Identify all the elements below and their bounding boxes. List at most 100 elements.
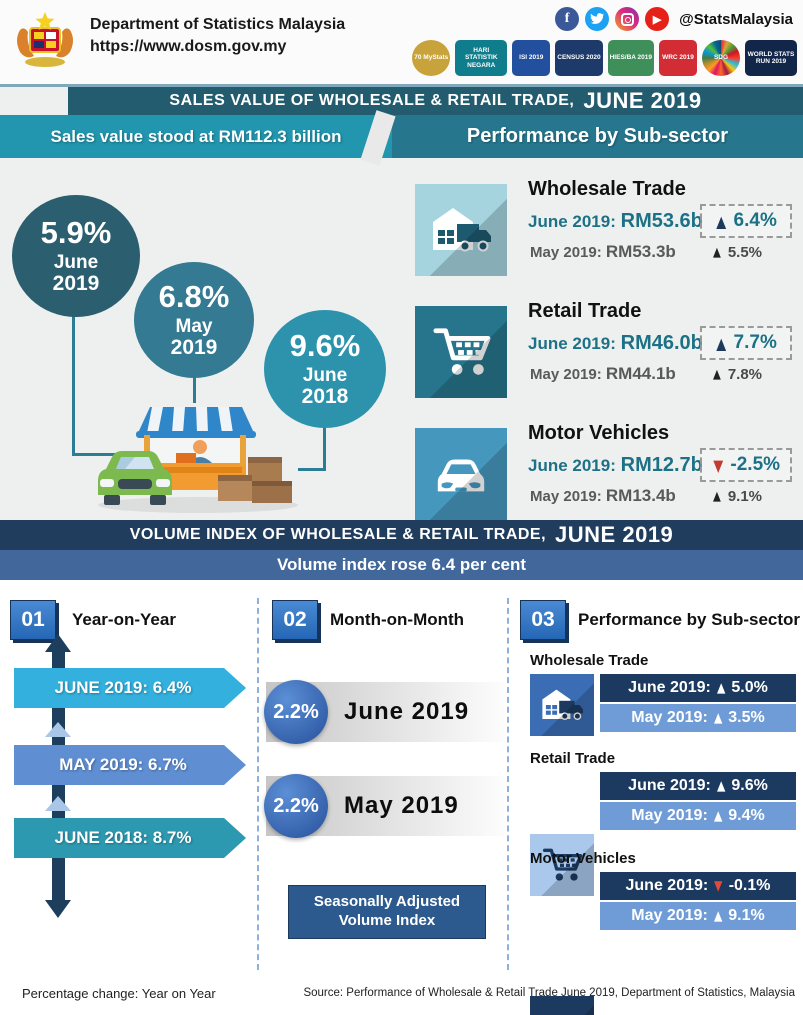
may-label: May 2019: — [631, 709, 708, 726]
subsector-row-motor: Motor Vehicles June 2019: RM12.7b May 20… — [0, 422, 803, 540]
subsector-may-value: May 2019: RM13.4b — [530, 486, 676, 506]
step-badge-01: 01 — [10, 600, 56, 640]
june-label: June 2019: — [528, 456, 616, 475]
twitter-icon[interactable] — [585, 7, 610, 31]
event-logo-badge: 70 MyStats — [412, 40, 451, 76]
may-change: 7.8% — [712, 366, 762, 383]
vol-may-bar: May 2019: 9.4% — [600, 802, 796, 830]
may-amount: RM44.1b — [605, 364, 676, 383]
may-change-value: 7.8% — [727, 366, 763, 383]
june-label: June 2019: — [528, 212, 616, 231]
yoy-bubble-june-2018: 9.6% June 2018 — [264, 310, 386, 428]
yoy-ribbon-may-2019: MAY 2019: 6.7% — [14, 745, 246, 785]
note-line: Seasonally Adjusted — [313, 893, 461, 911]
may-change-value: 9.1% — [727, 488, 763, 505]
may-change-value: 5.5% — [727, 244, 763, 261]
performance-banner-text: Performance by Sub-sector — [466, 125, 729, 147]
up-arrow-icon — [716, 334, 726, 353]
malaysia-coat-of-arms-logo — [12, 10, 78, 70]
event-logo-badge: ISI 2019 — [512, 40, 551, 76]
vol-subsector-name: Motor Vehicles — [530, 850, 636, 867]
vol-may-bar: May 2019: 3.5% — [600, 704, 796, 732]
bubble-value: 5.9% — [40, 214, 112, 250]
vol-subsector-name: Retail Trade — [530, 750, 616, 767]
bubble-connector-line — [298, 427, 326, 471]
youtube-icon[interactable]: ▶ — [645, 7, 670, 31]
social-media-row: f ▶ @StatsMalaysia — [555, 7, 793, 31]
yoy-ribbon-june-2019: JUNE 2019: 6.4% — [14, 668, 246, 708]
volume-title-text: VOLUME INDEX OF WHOLESALE & RETAIL TRADE… — [129, 526, 547, 543]
volume-section-title: VOLUME INDEX OF WHOLESALE & RETAIL TRADE… — [0, 520, 803, 550]
up-arrow-icon — [716, 212, 726, 231]
june-change-value: 6.4% — [733, 210, 777, 231]
shopping-cart-icon — [530, 834, 594, 896]
sales-title-text: SALES VALUE OF WHOLESALE & RETAIL TRADE, — [169, 92, 575, 109]
bubble-year: 2019 — [52, 272, 100, 296]
subsector-column-title: Performance by Sub-sector — [578, 610, 801, 629]
may-change: 9.1% — [712, 488, 762, 505]
org-name: Department of Statistics Malaysia — [90, 16, 346, 33]
bubble-month: June — [302, 365, 348, 387]
event-logo-badge: SDG — [702, 40, 740, 76]
source-note: Source: Performance of Wholesale & Retai… — [303, 987, 795, 999]
mom-value-circle: 2.2% — [264, 774, 328, 838]
sales-value-banner: Sales value stood at RM112.3 billion — [0, 115, 392, 158]
june-amount: RM12.7b — [620, 454, 703, 476]
june-amount: RM53.6b — [620, 210, 703, 232]
may-change-value: 9.4% — [728, 807, 765, 824]
up-arrow-icon — [714, 908, 722, 924]
june-change-value: 5.0% — [731, 679, 768, 696]
yoy-bubble-may-2019: 6.8% May 2019 — [134, 262, 254, 378]
june-change-value: -0.1% — [728, 877, 771, 894]
sales-title-period: JUNE 2019 — [583, 88, 702, 113]
down-arrow-icon — [714, 878, 722, 894]
seasonally-adjusted-note: Seasonally Adjusted Volume Index — [288, 885, 486, 939]
event-logo-badge: WORLD STATS RUN 2019 — [745, 40, 797, 76]
mom-row-may: 2.2% May 2019 — [264, 774, 506, 838]
timeline-arrow-down — [45, 900, 71, 918]
vol-subsector-name: Wholesale Trade — [530, 652, 649, 669]
mom-column-title: Month-on-Month — [330, 610, 465, 629]
mom-period-label: June 2019 — [344, 698, 470, 725]
shopping-cart-icon — [415, 306, 507, 398]
facebook-icon[interactable]: f — [555, 7, 580, 31]
subsector-june-value: June 2019: RM12.7b — [528, 454, 703, 477]
social-handle[interactable]: @StatsMalaysia — [679, 10, 793, 28]
june-label: June 2019: — [628, 777, 711, 794]
june-change-value: 9.6% — [731, 777, 768, 794]
may-label: May 2019: — [631, 807, 708, 824]
june-change-value: 7.7% — [733, 332, 777, 353]
june-change-badge: -2.5% — [700, 448, 792, 482]
subsector-name: Motor Vehicles — [528, 422, 670, 444]
subsector-row-retail: Retail Trade June 2019: RM46.0b May 2019… — [0, 300, 803, 418]
subsector-name: Retail Trade — [528, 300, 642, 322]
event-logo-badge: HIES/BA 2019 — [607, 40, 654, 76]
header-divider — [0, 84, 803, 87]
bubble-value: 9.6% — [289, 327, 361, 363]
bubble-value: 6.8% — [158, 278, 230, 314]
up-arrow-icon — [717, 680, 725, 696]
timeline-arrow-up — [45, 634, 71, 652]
yoy-ribbon-june-2018: JUNE 2018: 8.7% — [14, 818, 246, 858]
sales-section-title: SALES VALUE OF WHOLESALE & RETAIL TRADE,… — [68, 87, 803, 115]
subsector-may-value: May 2019: RM44.1b — [530, 364, 676, 384]
may-amount: RM13.4b — [605, 486, 676, 505]
event-logo-badge: WRC 2019 — [659, 40, 697, 76]
performance-banner: Performance by Sub-sector — [392, 115, 803, 158]
june-change-badge: 7.7% — [700, 326, 792, 360]
up-arrow-icon — [714, 808, 722, 824]
instagram-icon[interactable] — [615, 7, 640, 31]
mom-row-june: 2.2% June 2019 — [264, 680, 506, 744]
bubble-year: 2019 — [170, 336, 218, 360]
step-badge-03: 03 — [520, 600, 566, 640]
may-label: May 2019: — [530, 488, 602, 505]
chevron-up-icon — [45, 796, 71, 811]
volume-detail-section: 01 Year-on-Year JUNE 2019: 6.4% MAY 2019… — [0, 580, 803, 1015]
mom-period-label: May 2019 — [344, 792, 459, 819]
org-website-link[interactable]: https://www.dosm.gov.my — [90, 38, 287, 55]
column-divider — [257, 598, 259, 970]
note-line: Volume Index — [338, 912, 436, 929]
yoy-column-title: Year-on-Year — [72, 610, 176, 629]
june-change-value: -2.5% — [730, 454, 781, 475]
chevron-up-icon — [45, 722, 71, 737]
